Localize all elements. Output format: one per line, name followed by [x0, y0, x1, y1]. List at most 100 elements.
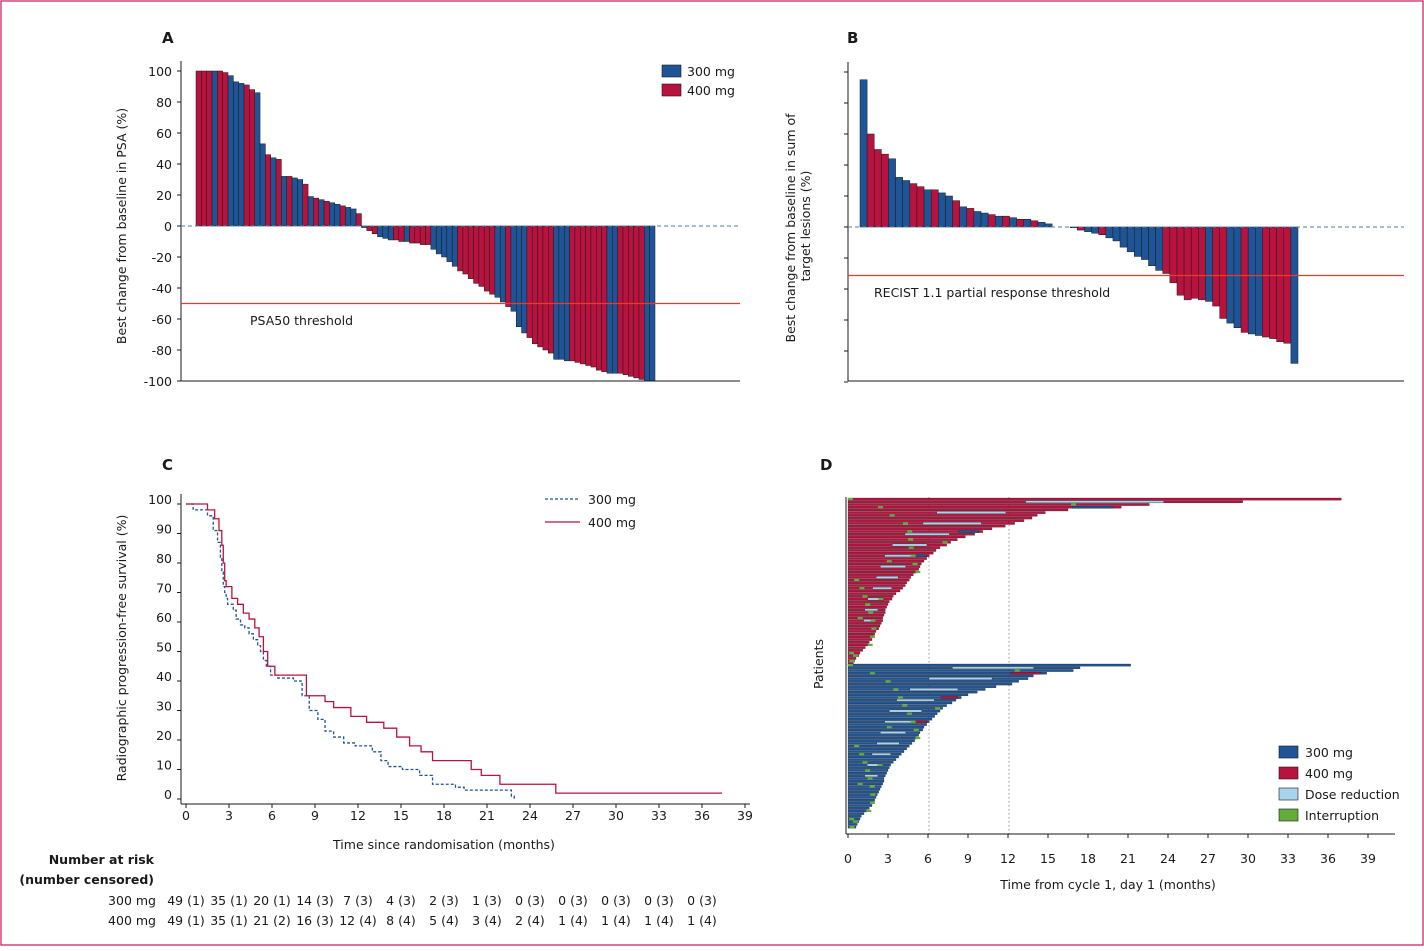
panel-a-bar: [612, 225, 618, 374]
risk-row-label-300mg: 300 mg: [108, 893, 156, 908]
panel-b-bar: [966, 208, 975, 228]
interruption-marker: [867, 777, 873, 780]
dose-400mg-patient-bar: [847, 516, 1033, 520]
dose-400mg-patient-bar: [847, 549, 937, 552]
interruption-marker: [915, 736, 921, 740]
dose-300mg-patient-bar: [847, 696, 962, 699]
panel-a-bar: [345, 207, 352, 227]
panel-a-bar: [548, 225, 554, 354]
panel-b-ylabel: Best change from baseline in sum of targ…: [783, 109, 813, 342]
panel-b-bar: [866, 133, 875, 228]
interruption-marker: [870, 801, 876, 804]
panel-a-bar: [521, 225, 528, 334]
risk-cell: 1 (4): [558, 913, 588, 928]
panel-b-bar: [945, 195, 953, 228]
dose-400mg-patient-bar: [847, 592, 897, 595]
risk-cell: 0 (3): [515, 893, 545, 908]
panel-a-bar: [270, 157, 277, 227]
panel-b-bar: [916, 186, 925, 228]
panel-a-ytick: -100: [144, 374, 172, 389]
dose-300mg-patient-bar: [847, 734, 919, 737]
dose-300mg-patient-bar: [847, 674, 1034, 678]
dose-300mg-patient-bar: [847, 801, 874, 805]
dose-400mg-patient-bar: [847, 627, 879, 630]
interruption-marker: [897, 696, 903, 699]
dose-400mg-patient-bar: [847, 646, 866, 649]
number-at-risk-table: Number at risk (number censored) 300 mg …: [19, 852, 716, 928]
risk-cell: 1 (4): [601, 913, 631, 928]
dose-400mg-patient-bar: [847, 505, 1122, 509]
dose-400mg-patient-bar: [847, 638, 873, 641]
panel-a-bar: [590, 225, 597, 368]
dose-300mg-patient-bar: [847, 790, 879, 794]
panel-c-ytick: 20: [156, 728, 172, 743]
panel-c-xtick: 27: [565, 808, 581, 823]
panel-b: B Best change from baseline in sum of ta…: [783, 29, 1404, 383]
panel-d-xtick: 0: [844, 851, 852, 866]
legend-swatch-interruption: [1278, 808, 1299, 822]
panel-a-bar: [393, 225, 400, 241]
dose-300mg-patient-bar: [847, 812, 865, 815]
dose-400mg-patient-bar: [847, 568, 919, 571]
dose-400mg-patient-bar: [847, 527, 993, 531]
risk-cell: 14 (3): [296, 893, 334, 908]
panel-c: C Radiographic progression-free survival…: [19, 456, 753, 928]
panel-c-ytick: 30: [156, 699, 172, 714]
panel-c-tick-marks: [177, 503, 746, 808]
panel-b-bar: [1169, 226, 1178, 284]
panel-c-ytick: 100: [148, 492, 172, 507]
panel-a-bar: [483, 225, 490, 292]
interruption-marker: [870, 793, 876, 796]
dose-reduction-segment: [872, 586, 892, 590]
panel-d-xtick: 36: [1320, 851, 1336, 866]
panel-a-bar: [233, 81, 239, 227]
interruption-marker: [877, 763, 883, 767]
panel-a-bar: [291, 177, 298, 227]
dose-300mg-patient-bar: [847, 725, 925, 729]
panel-b-bar: [1183, 226, 1192, 301]
panel-a-bar: [217, 70, 223, 227]
dose-300mg-patient-bar: [847, 680, 1019, 683]
panel-b-bar: [1105, 226, 1114, 239]
panel-a-ytick: 60: [156, 126, 172, 141]
interruption-marker: [906, 712, 912, 715]
dose-reduction-segment: [884, 554, 914, 558]
interruption-marker: [865, 769, 871, 772]
interruption-marker: [886, 560, 892, 563]
risk-cells: 49 (1) 35 (1) 20 (1) 14 (3) 7 (3) 4 (3) 2 (3) 1…: [167, 893, 717, 928]
dose-reduction-segment: [922, 522, 982, 525]
dose-reduction-segment: [952, 666, 1034, 670]
legend-label-400mg: 400 mg: [1305, 766, 1353, 781]
panel-a-bar: [398, 225, 405, 242]
interruption-marker: [854, 745, 860, 748]
dose-400mg-patient-bar: [847, 622, 882, 625]
dose-300mg-patient-bar: [847, 779, 885, 783]
dose-reduction-segment: [876, 742, 900, 745]
panel-a-bar: [254, 92, 261, 227]
panel-d-xtick: 21: [1120, 851, 1136, 866]
dose-reduction-segment: [884, 720, 914, 724]
dose-switch-segment: [940, 696, 959, 699]
interruption-marker: [852, 654, 858, 657]
panel-b-bar: [1112, 226, 1121, 242]
dose-300mg-patient-bar: [847, 747, 907, 751]
dose-400mg-patient-bar: [847, 584, 906, 587]
panel-a-legend: 300 mg 400 mg: [661, 64, 735, 98]
panel-a-threshold-label: PSA50 threshold: [250, 313, 353, 328]
panel-d-xtick: 33: [1280, 851, 1296, 866]
dose-300mg-patient-bar: [847, 758, 897, 761]
legend-label-400mg: 400 mg: [687, 83, 735, 98]
dose-400mg-patient-bar: [847, 616, 883, 620]
panel-a-bar: [403, 225, 410, 242]
panel-b-bar: [1219, 226, 1228, 319]
panel-a-bar: [249, 89, 255, 227]
dose-400mg-patient-bar: [847, 581, 907, 585]
panel-b-letter: B: [847, 29, 858, 47]
dose-reduction-segment: [904, 532, 950, 536]
interruption-marker: [902, 704, 908, 707]
panel-a-bars: [195, 70, 656, 382]
panel-c-ytick: 40: [156, 669, 172, 684]
dose-reduction-segment: [880, 565, 906, 568]
dose-300mg-patient-bar: [847, 809, 867, 813]
dose-400mg-patient-bar: [847, 524, 1006, 528]
